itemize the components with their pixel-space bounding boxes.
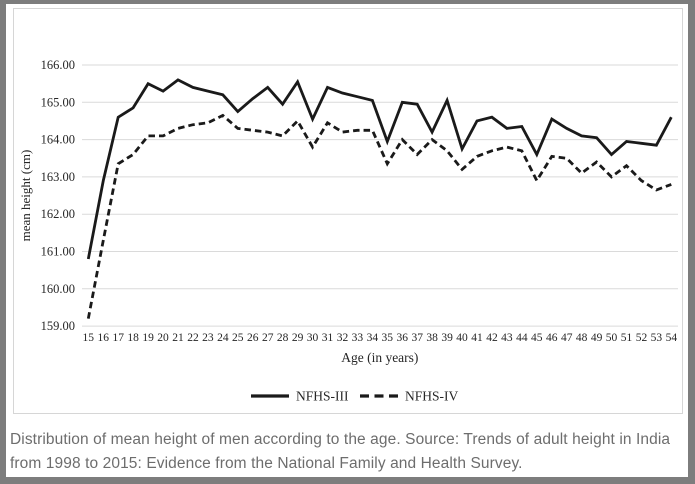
figure-caption: Distribution of mean height of men accor… <box>10 431 671 472</box>
x-tick-label: 46 <box>546 332 558 344</box>
x-tick-label: 27 <box>262 332 274 344</box>
x-tick-label: 24 <box>217 332 229 344</box>
x-tick-label: 26 <box>247 332 259 344</box>
x-tick-label: 43 <box>501 332 513 344</box>
x-tick-label: 16 <box>98 332 110 344</box>
x-tick-label: 23 <box>202 332 214 344</box>
y-tick-label: 164.00 <box>41 133 75 147</box>
x-tick-label: 38 <box>426 332 438 344</box>
y-axis-title: mean height (cm) <box>18 150 33 242</box>
x-tick-label: 25 <box>232 332 244 344</box>
x-tick-label: 15 <box>83 332 95 344</box>
x-tick-label: 31 <box>322 332 334 344</box>
y-tick-label: 160.00 <box>41 282 75 296</box>
x-tick-label: 35 <box>382 332 394 344</box>
y-tick-label: 162.00 <box>41 207 75 221</box>
x-tick-label: 51 <box>621 332 633 344</box>
x-tick-label: 41 <box>471 332 483 344</box>
x-tick-label: 52 <box>636 332 648 344</box>
legend-label: NFHS-IV <box>405 389 459 404</box>
x-tick-label: 48 <box>576 332 588 344</box>
x-tick-label: 30 <box>307 332 319 344</box>
y-tick-label: 163.00 <box>41 170 75 184</box>
x-tick-label: 18 <box>127 332 139 344</box>
x-tick-label: 37 <box>411 332 423 344</box>
x-tick-label: 32 <box>337 332 349 344</box>
x-tick-label: 45 <box>531 332 543 344</box>
x-tick-label: 29 <box>292 332 304 344</box>
y-tick-label: 166.00 <box>41 58 75 72</box>
series-line-nfhs-iv <box>86 113 672 319</box>
x-tick-label: 28 <box>277 332 289 344</box>
x-axis-title: Age (in years) <box>341 350 418 365</box>
x-tick-label: 49 <box>591 332 603 344</box>
x-tick-label: 42 <box>486 332 498 344</box>
x-tick-label: 50 <box>606 332 618 344</box>
y-tick-label: 165.00 <box>41 95 75 109</box>
x-tick-label: 17 <box>112 332 124 344</box>
chart-panel: 166.00 165.00 164.00 163.00 162.00 161.00 160.… <box>13 8 683 414</box>
x-tick-label: 20 <box>157 332 169 344</box>
x-tick-label: 54 <box>666 332 678 344</box>
y-tick-label: 159.00 <box>41 319 75 333</box>
x-tick-label: 44 <box>516 332 528 344</box>
height-line-chart: 166.00 165.00 164.00 163.00 162.00 161.00 160.… <box>18 58 678 404</box>
x-tick-label: 40 <box>456 332 468 344</box>
x-tick-label: 21 <box>172 332 184 344</box>
x-tick-label: 22 <box>187 332 199 344</box>
y-tick-label: 161.00 <box>41 245 75 259</box>
legend-label: NFHS-III <box>296 389 349 404</box>
x-tick-label: 19 <box>142 332 154 344</box>
x-tick-label: 39 <box>441 332 453 344</box>
x-tick-label: 34 <box>367 332 379 344</box>
x-tick-label: 53 <box>651 332 663 344</box>
x-tick-label: 36 <box>397 332 409 344</box>
x-tick-label: 33 <box>352 332 364 344</box>
series-line-nfhs-iii <box>86 78 673 260</box>
x-tick-label: 47 <box>561 332 573 344</box>
